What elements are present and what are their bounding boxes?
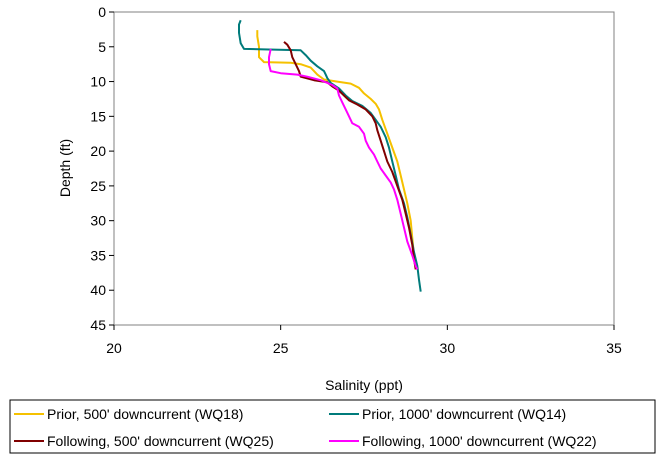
x-axis-ticks: 20 25 30 35 bbox=[106, 325, 622, 356]
y-tick-label: 15 bbox=[90, 108, 106, 124]
x-axis-label: Salinity (ppt) bbox=[325, 377, 403, 393]
series-line-1 bbox=[256, 30, 417, 270]
x-tick-label: 30 bbox=[440, 340, 456, 356]
x-tick-label: 35 bbox=[606, 340, 622, 356]
y-tick-label: 40 bbox=[90, 282, 106, 298]
y-tick-label: 10 bbox=[90, 74, 106, 90]
y-tick-label: 45 bbox=[90, 317, 106, 333]
x-tick-label: 25 bbox=[273, 340, 289, 356]
legend-label-1: Prior, 500' downcurrent (WQ18) bbox=[47, 406, 243, 422]
series-lines bbox=[238, 19, 422, 292]
y-axis-ticks: 0 5 10 15 20 25 30 35 40 45 bbox=[90, 4, 114, 333]
legend-label-4: Following, 1000' downcurrent (WQ22) bbox=[362, 433, 597, 449]
series-line-3 bbox=[283, 41, 417, 270]
x-tick-label: 20 bbox=[106, 340, 122, 356]
y-tick-label: 0 bbox=[98, 4, 106, 20]
legend: Prior, 500' downcurrent (WQ18) Prior, 100… bbox=[14, 406, 597, 449]
y-tick-label: 20 bbox=[90, 143, 106, 159]
y-tick-label: 35 bbox=[90, 247, 106, 263]
y-tick-label: 25 bbox=[90, 178, 106, 194]
y-tick-label: 30 bbox=[90, 213, 106, 229]
legend-label-2: Prior, 1000' downcurrent (WQ14) bbox=[362, 406, 566, 422]
legend-label-3: Following, 500' downcurrent (WQ25) bbox=[47, 433, 274, 449]
legend-box bbox=[9, 399, 656, 454]
series-line-4 bbox=[268, 48, 419, 270]
y-tick-label: 5 bbox=[98, 39, 106, 55]
plot-area bbox=[113, 11, 615, 326]
y-axis-label: Depth (ft) bbox=[57, 139, 73, 197]
